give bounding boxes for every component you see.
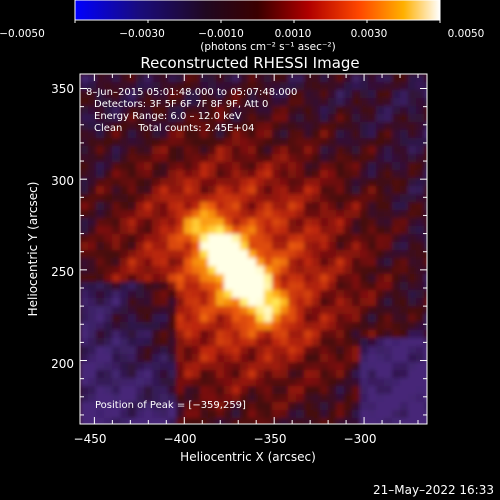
y-tick-label: 250	[51, 265, 74, 279]
colorbar-frame	[74, 0, 441, 21]
info-text-block: 8–Jun–2015 05:01:48.000 to 05:07:48.000 …	[86, 87, 297, 134]
y-tick-label: 200	[51, 357, 74, 371]
energy-range-label: Energy Range: 6.0 – 12.0 keV	[94, 111, 242, 122]
plot-frame	[79, 73, 428, 425]
colorbar-tick-label: 0.0050	[448, 28, 485, 40]
peak-position-label: Position of Peak = [−359,259]	[95, 400, 246, 411]
colorbar: −0.0050 −0.0030 −0.0010 0.0010 0.0030 0.…	[0, 0, 484, 53]
clean-counts-label: Clean Total counts: 2.45E+04	[94, 123, 254, 134]
y-axis-label: Heliocentric Y (arcsec)	[26, 182, 40, 317]
colorbar-tick-label: −0.0030	[119, 28, 165, 40]
colorbar-units-label: (photons cm⁻² s⁻¹ asec⁻²)	[200, 41, 335, 53]
x-tick-label: −400	[164, 432, 197, 446]
reconstructed-image	[80, 74, 427, 424]
y-tick-label: 300	[51, 174, 74, 188]
detectors-label: Detectors: 3F 5F 6F 7F 8F 9F, Att 0	[94, 99, 268, 110]
colorbar-tick-label: 0.0030	[351, 28, 388, 40]
colorbar-gradient	[75, 0, 440, 20]
colorbar-tick-label: −0.0010	[198, 28, 244, 40]
colorbar-tick-label: 0.0010	[275, 28, 312, 40]
x-tick-label: −450	[74, 432, 107, 446]
footer-timestamp: 21–May–2022 16:33	[373, 483, 494, 497]
plot-title: Reconstructed RHESSI Image	[140, 54, 359, 72]
x-axis-label: Heliocentric X (arcsec)	[180, 450, 316, 464]
x-tick-label: −300	[344, 432, 377, 446]
axis-ticks	[80, 74, 427, 424]
time-range-label: 8–Jun–2015 05:01:48.000 to 05:07:48.000	[86, 87, 297, 98]
colorbar-tick-label: −0.0050	[0, 28, 45, 40]
x-tick-label: −350	[254, 432, 287, 446]
colorbar-ticks	[74, 20, 441, 23]
y-tick-label: 350	[51, 82, 74, 96]
